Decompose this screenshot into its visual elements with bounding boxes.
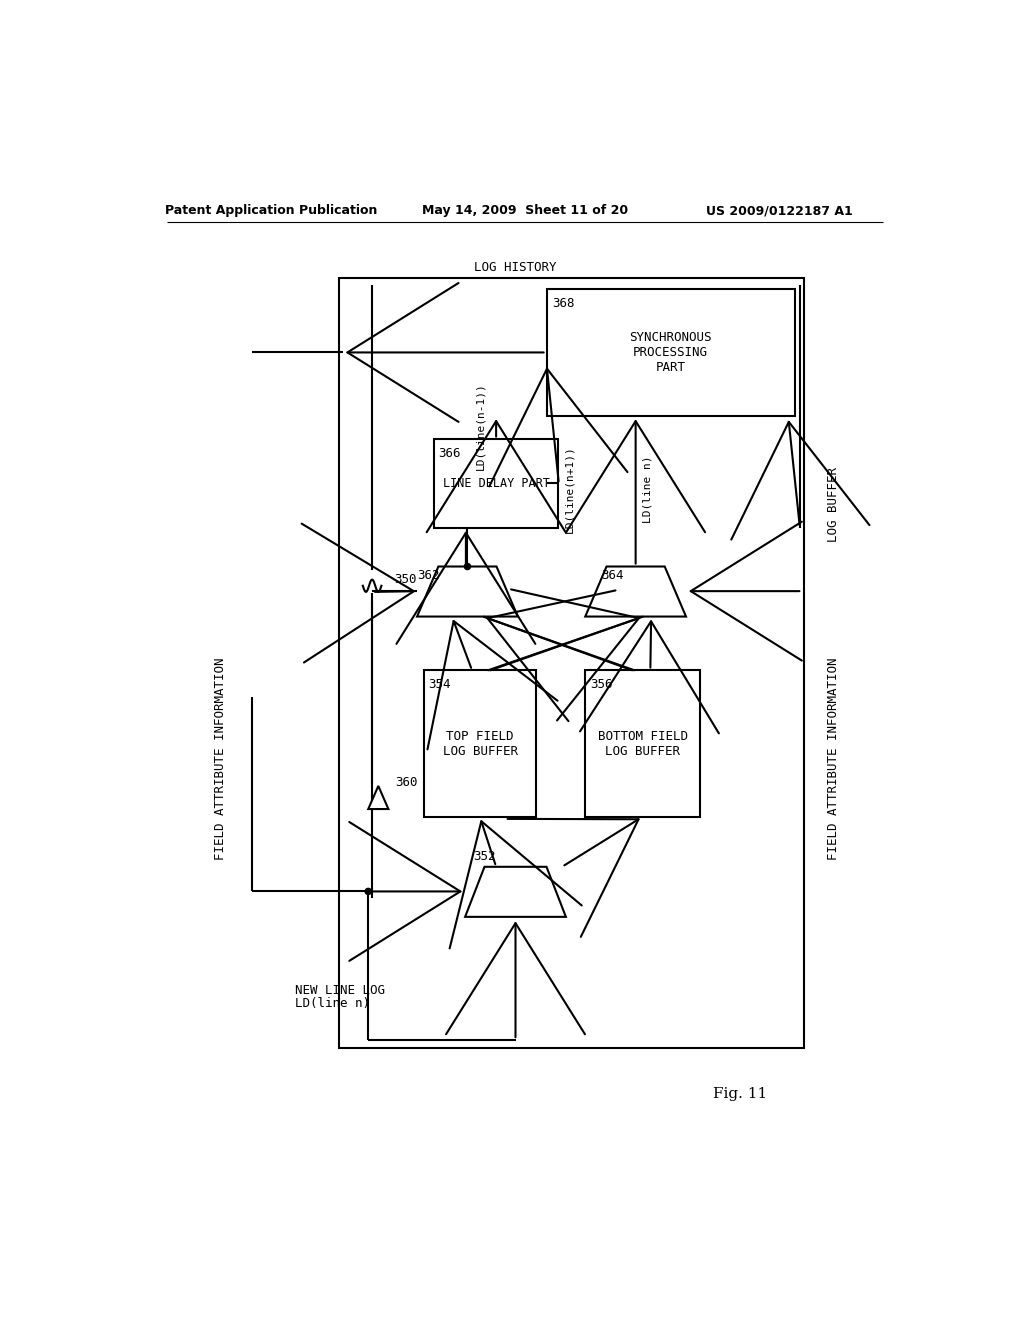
Circle shape [464, 564, 471, 570]
Polygon shape [369, 785, 388, 809]
Polygon shape [465, 867, 566, 917]
Text: LOG BUFFER: LOG BUFFER [826, 467, 840, 543]
Text: SYNCHRONOUS
PROCESSING
PART: SYNCHRONOUS PROCESSING PART [630, 331, 712, 375]
Text: 366: 366 [438, 446, 461, 459]
Text: 352: 352 [473, 850, 496, 862]
Text: 360: 360 [395, 776, 418, 788]
Text: Patent Application Publication: Patent Application Publication [165, 205, 378, 218]
Text: 354: 354 [429, 677, 452, 690]
Text: May 14, 2009  Sheet 11 of 20: May 14, 2009 Sheet 11 of 20 [422, 205, 628, 218]
Text: 364: 364 [601, 569, 624, 582]
Text: TOP FIELD
LOG BUFFER: TOP FIELD LOG BUFFER [442, 730, 518, 758]
Text: 362: 362 [417, 569, 439, 582]
Bar [586, 671, 700, 817]
Text: 356: 356 [590, 677, 612, 690]
Text: LD(line(n-1)): LD(line(n-1)) [475, 383, 485, 470]
Text: LD(line n): LD(line n) [642, 455, 652, 523]
Text: Fig. 11: Fig. 11 [713, 1086, 767, 1101]
Text: FIELD ATTRIBUTE INFORMATION: FIELD ATTRIBUTE INFORMATION [826, 657, 840, 861]
Bar [424, 671, 537, 817]
Text: LD(line(n+1)): LD(line(n+1)) [565, 446, 574, 533]
Text: LINE DELAY PART: LINE DELAY PART [442, 478, 550, 490]
Text: US 2009/0122187 A1: US 2009/0122187 A1 [706, 205, 852, 218]
Text: LD(line n): LD(line n) [295, 998, 370, 1010]
Polygon shape [586, 566, 686, 616]
Bar [339, 277, 804, 1048]
Bar [547, 289, 795, 416]
Text: BOTTOM FIELD
LOG BUFFER: BOTTOM FIELD LOG BUFFER [598, 730, 687, 758]
Text: FIELD ATTRIBUTE INFORMATION: FIELD ATTRIBUTE INFORMATION [214, 657, 227, 861]
Text: 350: 350 [394, 573, 417, 586]
Polygon shape [417, 566, 518, 616]
Text: 368: 368 [553, 297, 575, 310]
Text: LOG HISTORY: LOG HISTORY [474, 261, 557, 275]
Text: NEW LINE LOG: NEW LINE LOG [295, 983, 385, 997]
Bar [434, 440, 558, 528]
Circle shape [366, 888, 372, 895]
